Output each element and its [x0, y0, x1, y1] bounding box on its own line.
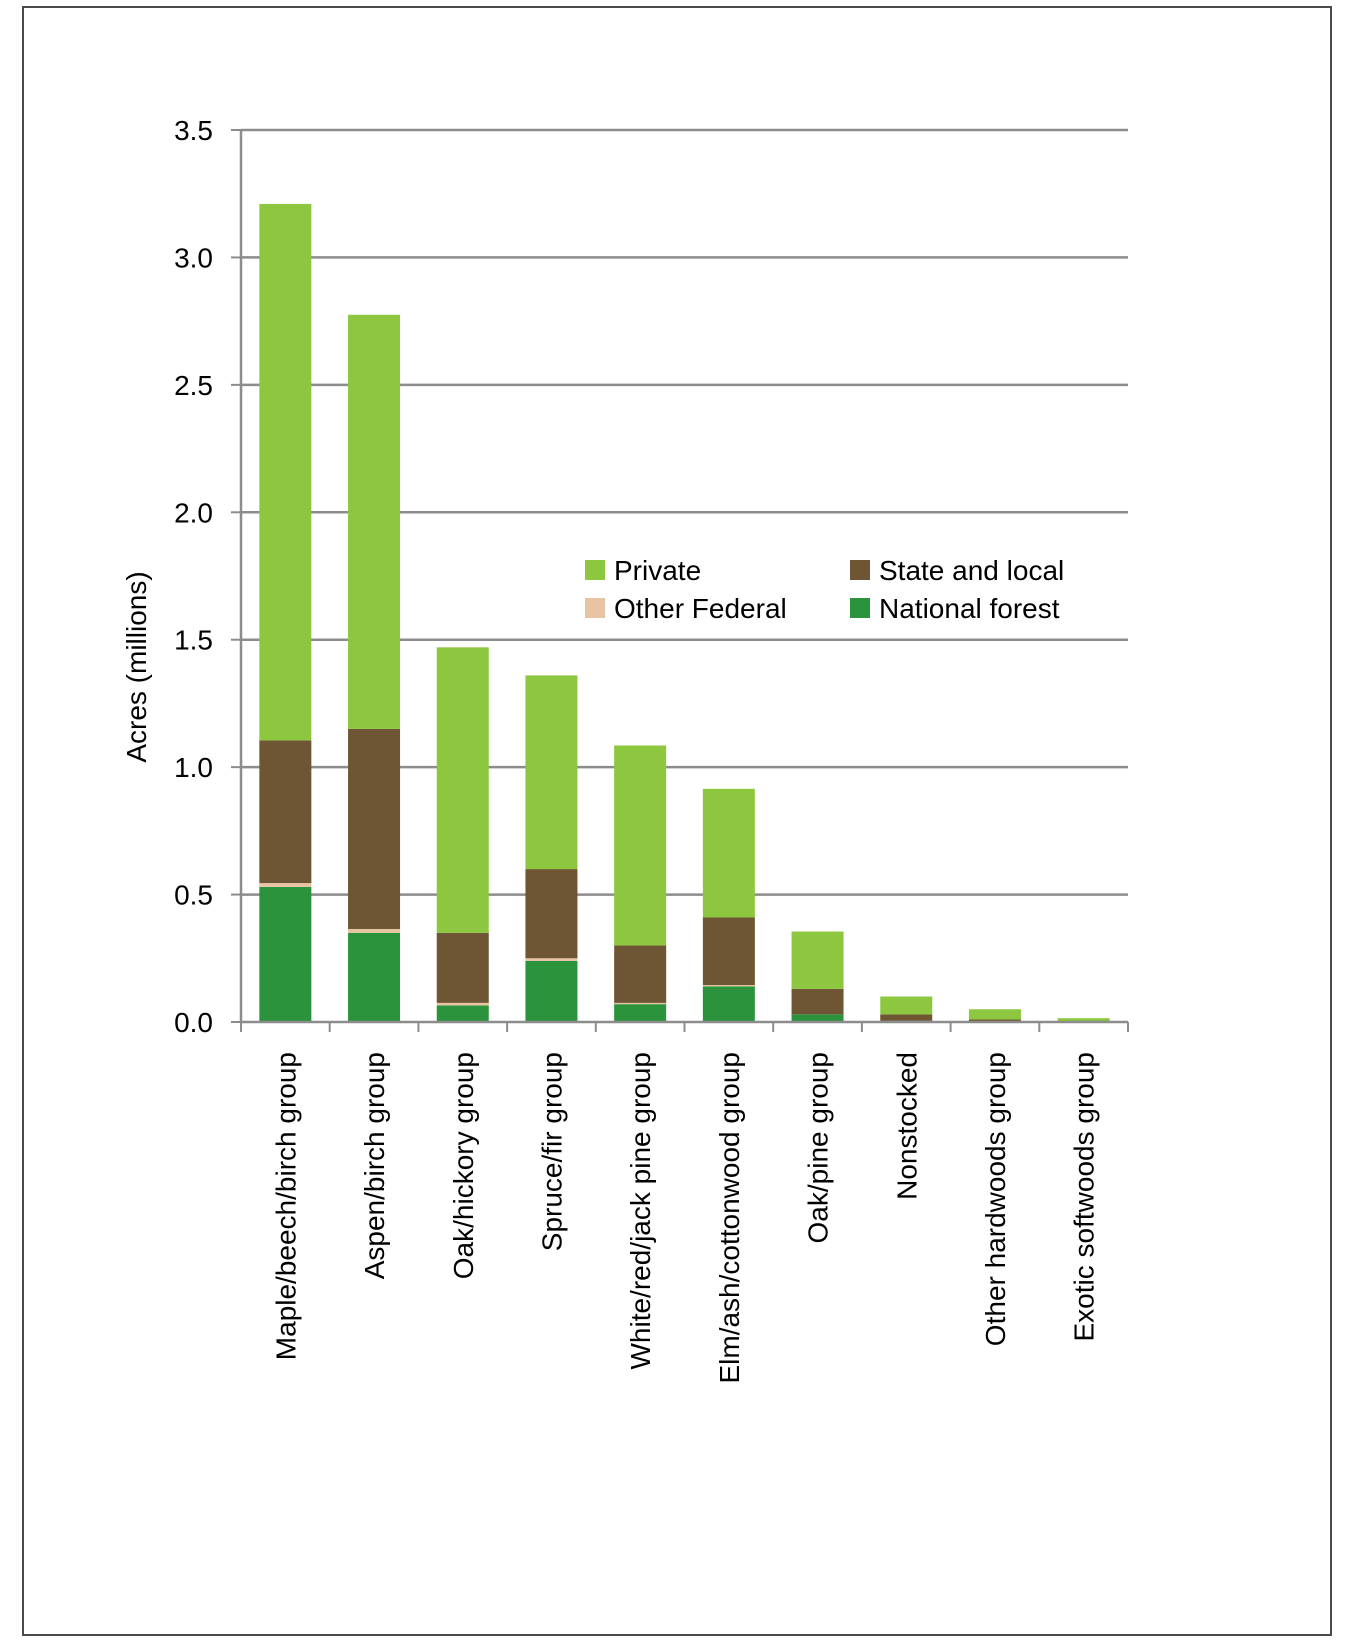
y-tick-label: 1.5	[174, 625, 213, 656]
x-tick-label: Spruce/fir group	[536, 1052, 567, 1251]
legend-swatch	[585, 560, 605, 580]
bar-segment-other-federal	[525, 958, 578, 961]
bar-segment-state-and-local	[968, 1019, 1021, 1022]
bar-segment-national-forest	[702, 986, 755, 1022]
y-tick-label: 2.0	[174, 497, 213, 528]
bar-stack	[348, 314, 401, 1022]
legend-item: Private	[585, 555, 701, 586]
bar-stacks	[259, 203, 1110, 1022]
bar-stack	[791, 931, 844, 1022]
x-tick-label: Maple/beech/birch group	[270, 1052, 301, 1360]
legend-item: State and local	[850, 555, 1064, 586]
bar-segment-state-and-local	[702, 917, 755, 986]
bar-segment-other-federal	[259, 883, 312, 887]
bar-stack	[525, 675, 578, 1022]
bar-segment-other-federal	[614, 1002, 667, 1005]
bar-segment-state-and-local	[880, 1014, 933, 1021]
legend-item: Other Federal	[585, 593, 787, 624]
bar-segment-private	[259, 203, 312, 741]
bar-segment-private	[968, 1009, 1021, 1020]
bar-segment-private	[880, 996, 933, 1015]
legend-label: National forest	[879, 593, 1060, 624]
bar-segment-other-federal	[436, 1002, 489, 1006]
bar-stack	[1057, 1018, 1110, 1022]
bar-stack	[968, 1009, 1021, 1022]
bar-segment-state-and-local	[259, 740, 312, 884]
y-tick-label: 3.0	[174, 242, 213, 273]
bar-segment-state-and-local	[525, 869, 578, 959]
bar-segment-other-federal	[702, 985, 755, 987]
legend-swatch	[850, 598, 870, 618]
bar-segment-national-forest	[259, 886, 312, 1022]
y-tick-label: 2.5	[174, 370, 213, 401]
x-tick-labels: Maple/beech/birch group Aspen/birch group…	[270, 1052, 1099, 1384]
y-tick-label: 1.0	[174, 752, 213, 783]
bar-segment-other-federal	[348, 928, 401, 933]
x-tick-label: Nonstocked	[891, 1052, 922, 1200]
bar-segment-private	[348, 314, 401, 729]
bar-segment-state-and-local	[791, 988, 844, 1015]
y-tick-label: 0.0	[174, 1007, 213, 1038]
bar-segment-private	[702, 788, 755, 918]
x-tick-label: Oak/pine group	[803, 1052, 834, 1243]
bar-stack	[259, 203, 312, 1022]
legend-label: Private	[614, 555, 701, 586]
axes	[239, 130, 1129, 1032]
bar-segment-state-and-local	[614, 945, 667, 1003]
bar-segment-state-and-local	[436, 932, 489, 1003]
x-tick-label: Other hardwoods group	[980, 1052, 1011, 1346]
bar-segment-national-forest	[614, 1004, 667, 1022]
bar-segment-private	[614, 745, 667, 946]
x-tick-label: Aspen/birch group	[359, 1052, 390, 1279]
x-tick-label: Exotic softwoods group	[1069, 1052, 1100, 1342]
y-tick-label: 3.5	[174, 115, 213, 146]
bar-segment-private	[436, 647, 489, 933]
y-tick-labels: 0.0 0.5 1.0 1.5 2.0 2.5 3.0 3.5	[174, 115, 241, 1038]
legend-label: State and local	[879, 555, 1064, 586]
bar-segment-national-forest	[348, 932, 401, 1022]
bar-stack	[436, 647, 489, 1022]
bar-stack	[614, 745, 667, 1022]
bar-segment-national-forest	[436, 1005, 489, 1022]
bar-segment-private	[525, 675, 578, 870]
bar-segment-private	[1057, 1018, 1110, 1022]
legend-label: Other Federal	[614, 593, 787, 624]
x-tick-label: Elm/ash/cottonwood group	[714, 1052, 745, 1384]
y-tick-label: 0.5	[174, 880, 213, 911]
legend-swatch	[585, 598, 605, 618]
bar-segment-private	[791, 931, 844, 989]
legend-item: National forest	[850, 593, 1060, 624]
x-tick-label: White/red/jack pine group	[625, 1052, 656, 1370]
bar-stack	[702, 788, 755, 1022]
bar-segment-national-forest	[791, 1014, 844, 1022]
bar-stack	[880, 996, 933, 1022]
y-axis-title: Acres (millions)	[121, 571, 152, 762]
x-tick-label: Oak/hickory group	[448, 1052, 479, 1279]
bar-segment-national-forest	[525, 960, 578, 1022]
bar-segment-state-and-local	[348, 728, 401, 929]
legend-swatch	[850, 560, 870, 580]
legend: Private State and local Other Federal Natio…	[585, 555, 1064, 624]
